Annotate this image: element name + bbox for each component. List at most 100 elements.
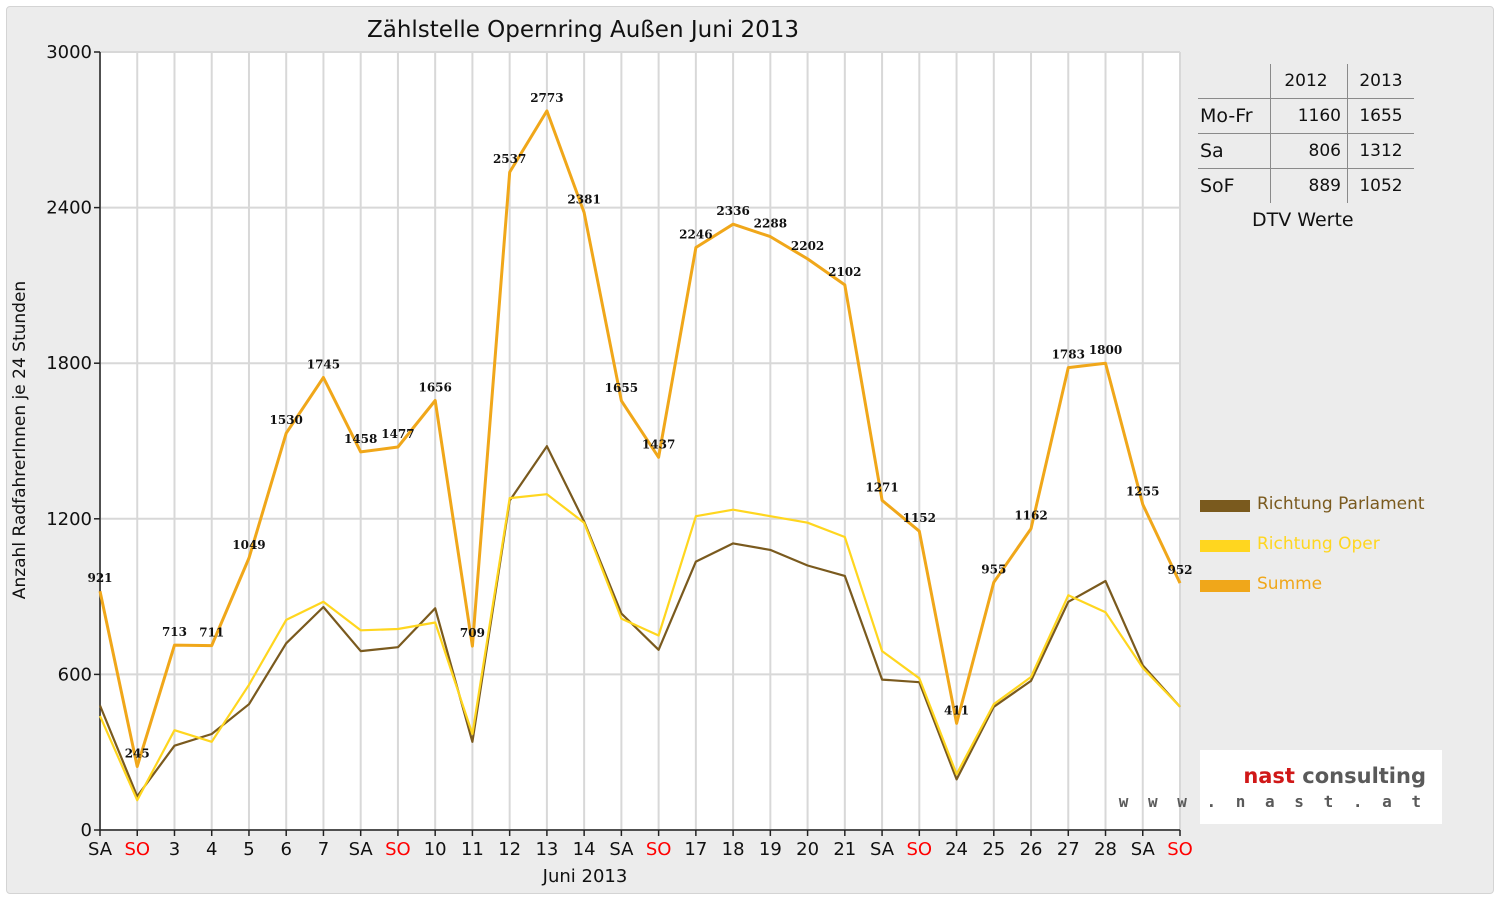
logo-word: consulting bbox=[1302, 764, 1426, 788]
y-axis-label: Anzahl RadfahrerInnen je 24 Stunden bbox=[10, 281, 30, 599]
data-label: 711 bbox=[199, 626, 224, 640]
data-label: 1458 bbox=[344, 432, 377, 446]
data-label: 952 bbox=[1167, 563, 1192, 577]
x-tick-label: SA bbox=[609, 839, 634, 860]
data-label: 245 bbox=[125, 746, 150, 760]
data-label: 955 bbox=[981, 562, 1006, 576]
data-label: 2537 bbox=[493, 152, 526, 166]
dtv-header-2012: 2012 bbox=[1270, 64, 1348, 99]
plot-area bbox=[100, 52, 1180, 830]
x-tick-label: 26 bbox=[1020, 839, 1043, 860]
data-label: 1783 bbox=[1052, 348, 1085, 362]
dtv-row-label: Mo-Fr bbox=[1198, 98, 1271, 134]
y-tick-label: 1800 bbox=[46, 353, 92, 374]
data-label: 1800 bbox=[1089, 343, 1122, 357]
logo-wordmark: nast consulting bbox=[1243, 764, 1426, 788]
dtv-row-label: SoF bbox=[1198, 168, 1271, 203]
x-tick-label: 18 bbox=[722, 839, 745, 860]
x-tick-label: 13 bbox=[535, 839, 558, 860]
x-tick-label: 5 bbox=[243, 839, 254, 860]
dtv-value-2013: 1052 bbox=[1347, 168, 1414, 203]
y-tick-label: 2400 bbox=[46, 198, 92, 219]
y-tick-label: 1200 bbox=[46, 509, 92, 530]
y-tick-label: 0 bbox=[81, 820, 92, 841]
data-label: 2202 bbox=[791, 239, 824, 253]
x-tick-label: 6 bbox=[280, 839, 291, 860]
data-label: 1437 bbox=[642, 437, 675, 451]
dtv-row-sa: Sa 806 1312 bbox=[1198, 133, 1414, 169]
data-label: 2288 bbox=[754, 217, 787, 231]
x-tick-label: 19 bbox=[759, 839, 782, 860]
dtv-value-2013: 1312 bbox=[1347, 133, 1414, 169]
dtv-header-row: 2012 2013 bbox=[1198, 64, 1414, 99]
dtv-row-sof: SoF 889 1052 bbox=[1198, 168, 1414, 203]
legend-swatch bbox=[1200, 580, 1250, 592]
dtv-caption: DTV Werte bbox=[1252, 209, 1354, 231]
dtv-table: 2012 2013 Mo-Fr 1160 1655 Sa 806 1312 So… bbox=[1198, 64, 1414, 203]
x-tick-label: SO bbox=[124, 839, 150, 860]
data-label: 921 bbox=[87, 571, 112, 585]
data-label: 709 bbox=[460, 626, 485, 640]
x-tick-label: SA bbox=[349, 839, 374, 860]
x-axis-label: Juni 2013 bbox=[542, 866, 628, 887]
dtv-row-label: Sa bbox=[1198, 133, 1271, 169]
dtv-value-2013: 1655 bbox=[1347, 98, 1414, 134]
dtv-value-2012: 806 bbox=[1270, 133, 1348, 169]
data-label: 1162 bbox=[1014, 509, 1047, 523]
data-label: 713 bbox=[162, 625, 187, 639]
legend-label: Richtung Oper bbox=[1257, 534, 1380, 554]
data-label: 1655 bbox=[605, 381, 638, 395]
x-tick-label: 10 bbox=[424, 839, 447, 860]
dtv-row-mofr: Mo-Fr 1160 1655 bbox=[1198, 98, 1414, 134]
data-label: 2381 bbox=[567, 193, 600, 207]
dtv-corner bbox=[1198, 64, 1271, 99]
x-tick-label: 4 bbox=[206, 839, 217, 860]
x-tick-label: SO bbox=[646, 839, 672, 860]
x-tick-label: 3 bbox=[169, 839, 180, 860]
x-tick-label: SA bbox=[870, 839, 895, 860]
x-tick-label: SO bbox=[1167, 839, 1193, 860]
x-tick-label: 17 bbox=[684, 839, 707, 860]
x-tick-label: 20 bbox=[796, 839, 819, 860]
y-tick-label: 600 bbox=[58, 664, 92, 685]
series-line-parlament bbox=[98, 445, 1181, 798]
x-tick-label: 11 bbox=[461, 839, 484, 860]
legend-label: Summe bbox=[1257, 574, 1323, 594]
logo-url: w w w . n a s t . a t bbox=[1118, 792, 1426, 811]
series-line-oper bbox=[98, 493, 1181, 802]
data-label: 2246 bbox=[679, 228, 712, 242]
data-label: 1530 bbox=[270, 413, 303, 427]
x-tick-label: SA bbox=[88, 839, 113, 860]
x-tick-label: 12 bbox=[498, 839, 521, 860]
x-tick-label: 21 bbox=[833, 839, 856, 860]
x-tick-label: 7 bbox=[318, 839, 329, 860]
legend-label: Richtung Parlament bbox=[1257, 494, 1425, 514]
data-label: 2336 bbox=[716, 204, 749, 218]
x-tick-label: SO bbox=[385, 839, 411, 860]
data-label: 1656 bbox=[418, 381, 451, 395]
dtv-value-2012: 889 bbox=[1270, 168, 1348, 203]
dtv-value-2012: 1160 bbox=[1270, 98, 1348, 134]
x-tick-label: 28 bbox=[1094, 839, 1117, 860]
data-label: 1477 bbox=[381, 427, 414, 441]
x-tick-label: 27 bbox=[1057, 839, 1080, 860]
x-tick-label: 25 bbox=[982, 839, 1005, 860]
logo-brand: nast bbox=[1243, 764, 1295, 788]
data-label: 1745 bbox=[307, 357, 340, 371]
x-tick-label: SO bbox=[907, 839, 933, 860]
data-label: 1152 bbox=[903, 511, 936, 525]
legend-swatch bbox=[1200, 540, 1250, 552]
data-label: 411 bbox=[944, 703, 969, 717]
data-label: 1255 bbox=[1126, 485, 1159, 499]
y-tick-label: 3000 bbox=[46, 42, 92, 63]
x-tick-label: SA bbox=[1131, 839, 1156, 860]
nast-consulting-logo: nast consulting w w w . n a s t . a t bbox=[1119, 750, 1442, 824]
x-tick-label: 24 bbox=[945, 839, 968, 860]
dtv-header-2013: 2013 bbox=[1347, 64, 1414, 99]
data-label: 1049 bbox=[232, 538, 265, 552]
data-label: 2102 bbox=[828, 265, 861, 279]
x-tick-label: 14 bbox=[573, 839, 596, 860]
chart-title: Zählstelle Opernring Außen Juni 2013 bbox=[367, 17, 799, 43]
legend-swatch bbox=[1200, 500, 1250, 512]
